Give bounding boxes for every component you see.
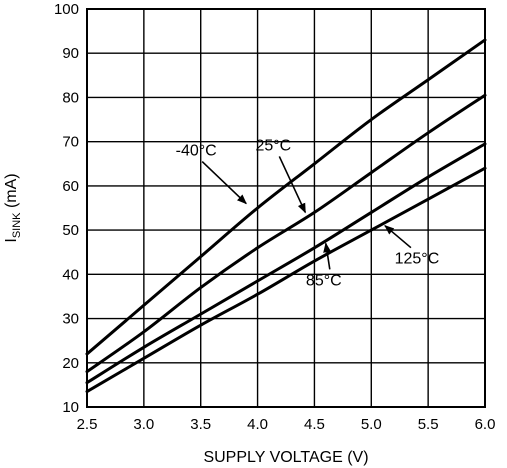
series-label: 125°C <box>395 251 440 268</box>
plot-frame <box>86 8 486 408</box>
y-tick-label: 60 <box>62 178 79 195</box>
x-tick-label: 3.0 <box>133 416 154 433</box>
x-tick-label: 4.5 <box>304 416 325 433</box>
y-tick-label: 50 <box>62 222 79 239</box>
curve-labels: -40°C 25°C 85°C 125°C <box>176 137 440 289</box>
x-tick-label: 4.0 <box>247 416 268 433</box>
series-label: 25°C <box>255 137 291 154</box>
series-line <box>85 38 487 356</box>
label-arrow <box>384 225 412 249</box>
x-axis-title: SUPPLY VOLTAGE (V) <box>203 449 368 466</box>
y-axis-title-sub: SINK <box>11 212 23 238</box>
label-arrow <box>201 160 247 205</box>
x-tick-label: 6.0 <box>475 416 496 433</box>
y-tick-label: 100 <box>54 1 79 18</box>
y-tick-label: 20 <box>62 355 79 372</box>
x-tick-label: 2.5 <box>77 416 98 433</box>
series-line <box>85 142 487 385</box>
y-tick-label: 40 <box>62 266 79 283</box>
y-tick-labels: 10 20 30 40 50 60 70 80 90 100 <box>54 1 79 416</box>
label-arrow <box>323 242 332 270</box>
x-tick-label: 5.5 <box>418 416 439 433</box>
series-line <box>85 166 487 394</box>
y-tick-label: 80 <box>62 89 79 106</box>
x-tick-labels: 2.5 3.0 3.5 4.0 4.5 5.0 5.5 6.0 <box>77 416 496 433</box>
y-tick-label: 70 <box>62 134 79 151</box>
x-tick-label: 5.0 <box>361 416 382 433</box>
y-tick-label: 30 <box>62 311 79 328</box>
x-tick-label: 3.5 <box>190 416 211 433</box>
label-arrow <box>278 156 307 214</box>
series-label: -40°C <box>176 143 217 160</box>
y-axis-title: ISINK (mA) <box>3 173 23 242</box>
curves <box>85 38 487 394</box>
y-axis-title-unit: (mA) <box>3 173 20 212</box>
y-axis-title-main: I <box>3 238 20 242</box>
y-tick-label: 10 <box>62 399 79 416</box>
y-tick-label: 90 <box>62 45 79 62</box>
series-label: 85°C <box>306 272 342 289</box>
series-line <box>85 93 487 374</box>
